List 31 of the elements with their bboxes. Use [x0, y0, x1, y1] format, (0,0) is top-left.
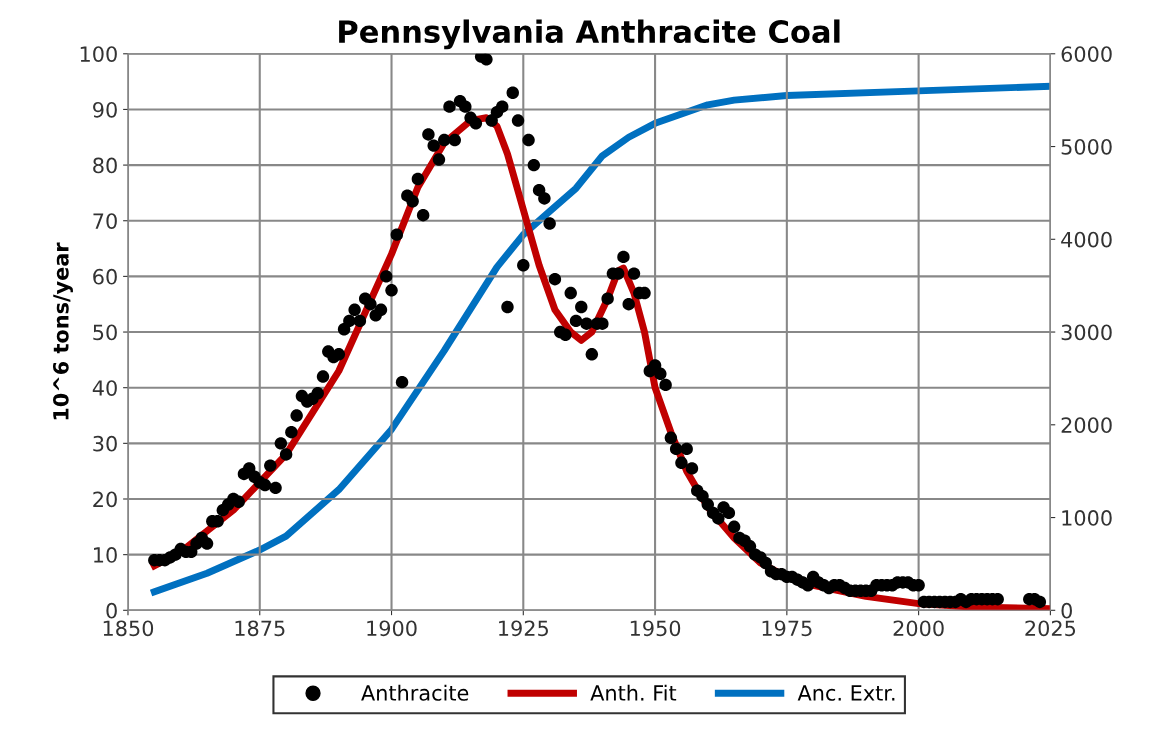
- y2-tick-label: 6000: [1061, 46, 1112, 62]
- y2-tick-label: 2000: [1061, 417, 1112, 434]
- y-tick-label: 40: [92, 380, 117, 396]
- y2-tick-label: 3000: [1061, 324, 1112, 341]
- y-tick-label: 0: [106, 602, 117, 619]
- y-tick-label: 90: [93, 101, 117, 118]
- x-tick-label: 2025: [1025, 620, 1076, 637]
- x-tick-label: 1900: [367, 620, 417, 637]
- legend-label: Anth. Fit: [590, 684, 677, 701]
- y-tick-label: 80: [93, 157, 117, 174]
- y-tick-label: 10: [94, 547, 117, 563]
- y-axis-title: 10^6 tons/year: [52, 242, 73, 420]
- y-tick-label: 100: [80, 46, 117, 62]
- x-tick-label: 1875: [235, 620, 285, 637]
- legend-label: Anc. Extr.: [797, 685, 895, 701]
- legend-label: Anthracite: [361, 684, 469, 701]
- x-tick-label: 1850: [103, 620, 154, 637]
- y2-tick-label: 5000: [1061, 138, 1112, 155]
- x-tick-label: 1950: [630, 620, 681, 637]
- x-tick-label: 1925: [499, 620, 548, 637]
- y2-tick-label: 1000: [1062, 510, 1112, 526]
- y2-tick-label: 4000: [1061, 231, 1112, 248]
- chart-title: Pennsylvania Anthracite Coal: [339, 19, 840, 50]
- y-tick-label: 30: [93, 435, 117, 452]
- x-tick-label: 2000: [893, 620, 944, 637]
- y-tick-label: 50: [93, 324, 117, 341]
- y-tick-label: 60: [93, 268, 117, 285]
- x-tick-label: 1975: [762, 620, 812, 637]
- y-tick-label: 20: [93, 491, 117, 508]
- y-tick-label: 70: [93, 213, 117, 229]
- y2-tick-label: 0: [1061, 602, 1072, 619]
